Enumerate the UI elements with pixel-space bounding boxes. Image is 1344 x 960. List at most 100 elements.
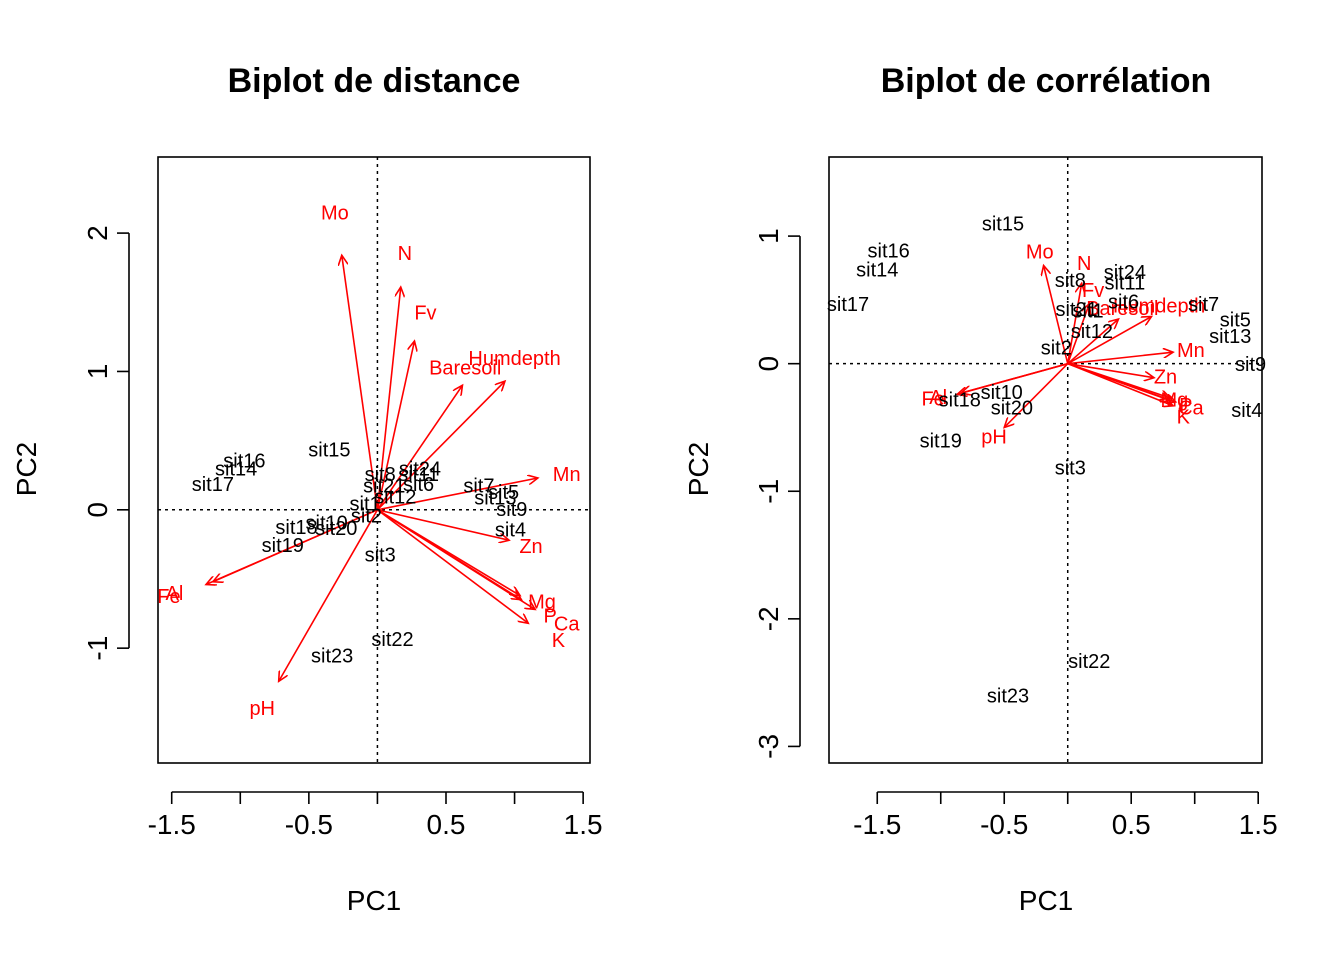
site-label-sit12: sit12: [1071, 321, 1113, 343]
distance-biplot-panel: Biplot de distance PC1 PC2 -1.5 -0.5 0.5 1.…: [11, 62, 603, 916]
site-label-sit19: sit19: [262, 535, 304, 557]
site-label-sit1: sit1: [350, 493, 381, 515]
site-label-sit20: sit20: [315, 518, 357, 540]
variable-label-zn: Zn: [1154, 367, 1177, 389]
site-label-sit12: sit12: [374, 486, 416, 508]
site-label-sit6: sit6: [403, 474, 434, 496]
site-label-sit2: sit2: [1041, 337, 1072, 359]
site-label-sit5: sit5: [488, 482, 519, 504]
y-tick-label: -2: [753, 606, 784, 631]
y-tick-label: -1: [82, 636, 113, 661]
site-label-sit18: sit18: [275, 517, 317, 539]
variable-arrow-n: [1066, 283, 1082, 364]
site-label-sit23: sit23: [311, 645, 353, 667]
site-label-sit22: sit22: [371, 629, 413, 651]
chart-title: Biplot de distance: [228, 62, 521, 100]
variable-arrow-mo: [1044, 265, 1069, 364]
x-tick-label: -0.5: [980, 809, 1028, 840]
variable-label-mg: Mg: [528, 592, 556, 614]
site-label-sit14: sit14: [215, 459, 257, 481]
variable-arrow-mn: [1067, 352, 1173, 365]
site-label-sit16: sit16: [868, 240, 910, 262]
site-label-sit23: sit23: [987, 686, 1029, 708]
variable-arrow-n: [376, 287, 400, 510]
variable-arrow-fv: [1066, 304, 1090, 364]
variable-label-baresoil: Baresoil: [1086, 298, 1158, 320]
variable-arrow-mn: [377, 478, 537, 511]
site-label-sit9: sit9: [1235, 354, 1266, 376]
site-label-sit17: sit17: [827, 294, 869, 316]
site-label-sit19: sit19: [920, 431, 962, 453]
variable-label-p: P: [1179, 395, 1192, 417]
variable-arrow-humdepth: [376, 381, 505, 511]
site-label-sit6: sit6: [1108, 291, 1139, 313]
site-label-sit15: sit15: [982, 214, 1024, 236]
variable-label-fe: Fe: [157, 586, 180, 608]
variable-label-al: Al: [166, 583, 184, 605]
variable-label-mo: Mo: [321, 203, 349, 225]
variable-label-ph: pH: [981, 427, 1007, 449]
y-tick-label: -1: [753, 479, 784, 504]
y-tick-label: 1: [82, 364, 113, 380]
site-label-sit4: sit4: [1231, 400, 1262, 422]
x-tick-label: 1.5: [1239, 809, 1278, 840]
variable-label-k: K: [1177, 406, 1191, 428]
site-label-sit2: sit2: [351, 506, 382, 528]
variable-label-fv: Fv: [1082, 280, 1104, 302]
variable-arrow-humdepth: [1067, 316, 1152, 365]
x-axis-label: PC1: [347, 885, 401, 916]
variable-arrow-fv: [376, 341, 414, 510]
site-label-sit21: sit21: [1055, 299, 1097, 321]
site-label-sit7: sit7: [463, 475, 494, 497]
variable-arrow-baresoil: [376, 385, 462, 511]
site-label-sit1: sit1: [1072, 300, 1103, 322]
variable-label-mo: Mo: [1026, 242, 1054, 264]
variable-arrow-zn: [377, 509, 509, 540]
site-label-sit8: sit8: [365, 464, 396, 486]
variable-label-ph: pH: [249, 698, 275, 720]
x-tick-label: 0.5: [1112, 809, 1151, 840]
site-label-sit20: sit20: [991, 397, 1033, 419]
x-tick-label: 1.5: [564, 809, 603, 840]
variable-arrow-ph: [279, 509, 379, 682]
y-tick-label: -3: [753, 734, 784, 759]
variable-label-baresoil: Baresoil: [429, 358, 501, 380]
y-tick-label: 2: [82, 225, 113, 241]
variable-label-ca: Ca: [1178, 397, 1204, 419]
x-tick-label: -1.5: [148, 809, 196, 840]
site-label-sit10: sit10: [981, 382, 1023, 404]
x-tick-label: -0.5: [285, 809, 333, 840]
variable-arrow-mg: [1067, 362, 1171, 398]
plot-frame: [157, 156, 591, 764]
site-label-sit13: sit13: [1209, 326, 1251, 348]
plot-frame: [828, 156, 1263, 764]
variable-label-humdepth: Humdepth: [468, 348, 560, 370]
y-tick-label: 0: [753, 356, 784, 372]
variable-label-zn: Zn: [519, 536, 542, 558]
y-tick-label: 0: [82, 502, 113, 518]
site-label-sit24: sit24: [1104, 262, 1146, 284]
y-axis-label: PC2: [11, 442, 42, 496]
variable-label-fv: Fv: [414, 302, 436, 324]
variable-label-al: Al: [929, 387, 947, 409]
site-label-sit8: sit8: [1055, 270, 1086, 292]
site-label-sit18: sit18: [939, 390, 981, 412]
variable-label-mn: Mn: [553, 464, 581, 486]
variable-label-n: N: [398, 243, 412, 265]
variable-arrow-baresoil: [1067, 319, 1119, 365]
variable-label-mg: Mg: [1160, 390, 1188, 412]
site-label-sit9: sit9: [496, 499, 527, 521]
site-label-sit17: sit17: [192, 474, 234, 496]
correlation-biplot-panel: Biplot de corrélation PC1 PC2 -1.5 -0.5 0.…: [683, 62, 1278, 916]
site-label-sit7: sit7: [1188, 294, 1219, 316]
variable-arrow-fe: [957, 362, 1068, 395]
site-label-sit13: sit13: [474, 488, 516, 510]
variable-arrow-ph: [1004, 363, 1069, 428]
variable-arrow-fe: [206, 509, 378, 585]
site-label-sit3: sit3: [1055, 457, 1086, 479]
variable-label-mn: Mn: [1177, 340, 1205, 362]
variable-label-fe: Fe: [921, 388, 944, 410]
